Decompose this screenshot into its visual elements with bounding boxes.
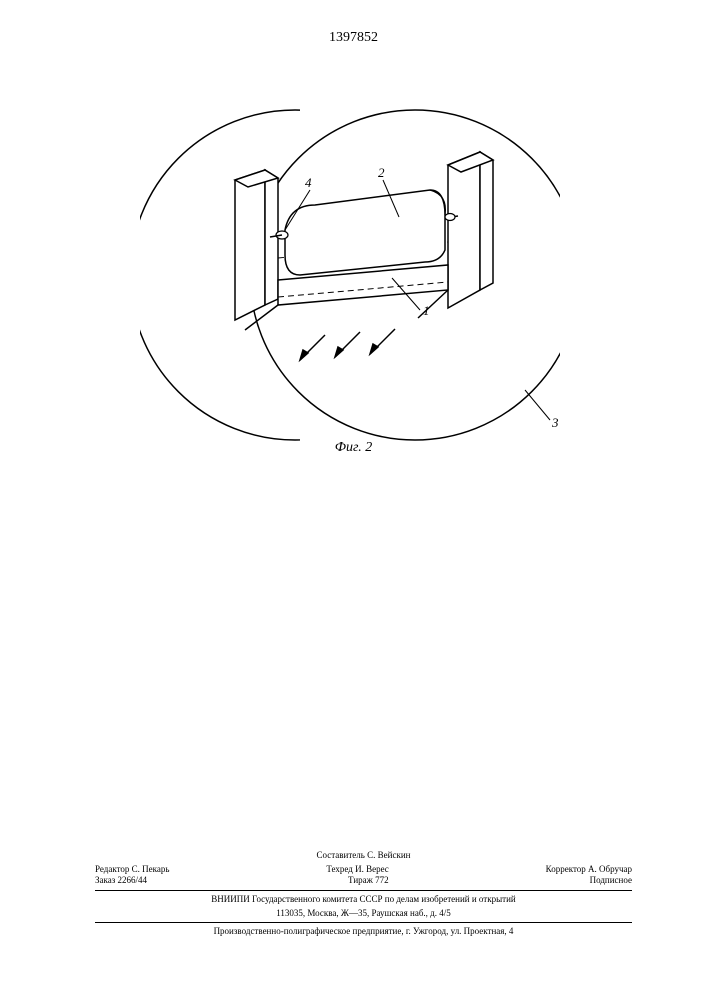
footer-editor: Редактор С. Пекарь <box>95 864 170 876</box>
figure-caption: Фиг. 2 <box>335 440 373 456</box>
callout-1: 1 <box>423 303 430 319</box>
footer-order: Заказ 2266/44 <box>95 875 147 887</box>
footer-compiler: Составитель С. Вейскин <box>95 850 632 862</box>
callout-2: 2 <box>378 165 385 181</box>
figure-diagram: 1 2 3 4 <box>140 90 560 450</box>
callout-3: 3 <box>552 415 559 431</box>
footer-tirage: Тираж 772 <box>348 875 389 887</box>
footer-address1: 113035, Москва, Ж—35, Раушская наб., д. … <box>95 908 632 920</box>
footer-techred: Техред И. Верес <box>326 864 388 876</box>
footer-org1: ВНИИПИ Государственного комитета СССР по… <box>95 894 632 906</box>
footer-subscription: Подписное <box>590 875 632 887</box>
footer-corrector: Корректор А. Обручар <box>546 864 632 876</box>
footer-colophon: Составитель С. Вейскин Редактор С. Пекар… <box>95 850 632 940</box>
footer-org2: Производственно-полиграфическое предприя… <box>95 926 632 938</box>
page-number: 1397852 <box>329 30 378 46</box>
callout-4: 4 <box>305 175 312 191</box>
